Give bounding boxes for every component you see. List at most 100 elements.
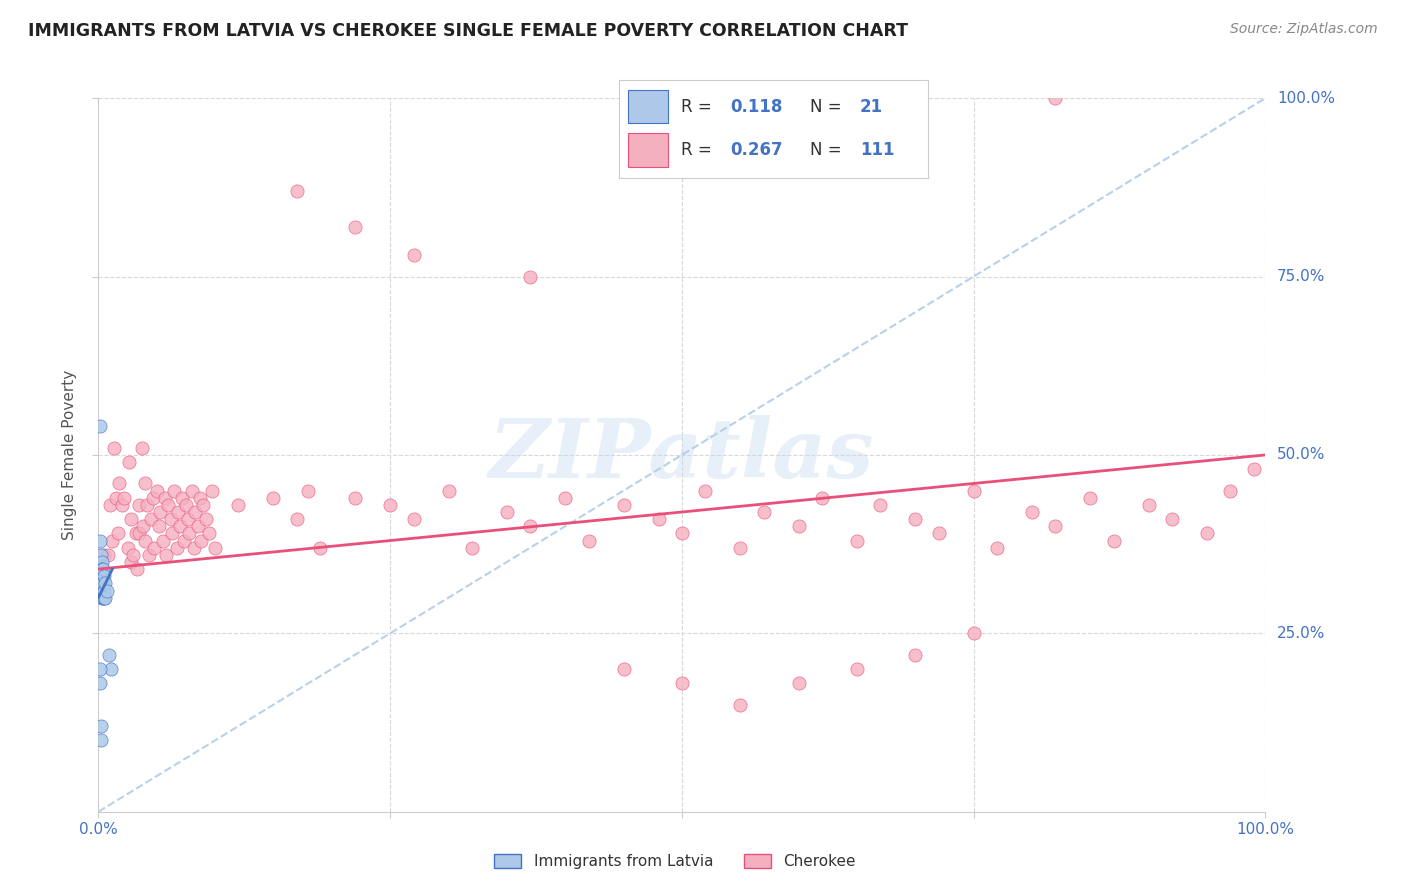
- Point: [962, 483, 984, 498]
- Point: [228, 498, 250, 512]
- Point: [519, 519, 541, 533]
- Text: 75.0%: 75.0%: [1277, 269, 1326, 284]
- Point: [91, 591, 114, 605]
- Point: [285, 512, 308, 526]
- Point: [1080, 491, 1102, 505]
- Point: [173, 533, 195, 548]
- Point: [101, 533, 124, 548]
- Point: [136, 498, 159, 512]
- Point: [90, 555, 112, 569]
- Point: [89, 419, 111, 434]
- Point: [98, 498, 121, 512]
- Point: [166, 505, 188, 519]
- Point: [93, 569, 115, 583]
- Point: [928, 526, 950, 541]
- Point: [148, 519, 170, 533]
- Point: [157, 498, 180, 512]
- Point: [89, 533, 111, 548]
- Text: 111: 111: [860, 141, 894, 159]
- Point: [146, 483, 169, 498]
- Point: [103, 441, 125, 455]
- Point: [90, 576, 112, 591]
- Point: [90, 733, 112, 747]
- Text: N =: N =: [810, 98, 848, 116]
- Text: 0.267: 0.267: [730, 141, 783, 159]
- Point: [122, 548, 145, 562]
- Point: [97, 648, 120, 662]
- Point: [811, 491, 834, 505]
- Text: ZIPatlas: ZIPatlas: [489, 415, 875, 495]
- Point: [578, 533, 600, 548]
- Point: [194, 512, 217, 526]
- Point: [495, 505, 517, 519]
- Point: [671, 676, 693, 690]
- Text: IMMIGRANTS FROM LATVIA VS CHEROKEE SINGLE FEMALE POVERTY CORRELATION CHART: IMMIGRANTS FROM LATVIA VS CHEROKEE SINGL…: [28, 22, 908, 40]
- Point: [131, 441, 153, 455]
- Point: [166, 541, 188, 555]
- Point: [904, 648, 927, 662]
- Point: [96, 583, 118, 598]
- Point: [904, 512, 927, 526]
- Point: [104, 491, 127, 505]
- Point: [149, 505, 172, 519]
- Point: [90, 576, 112, 591]
- Point: [169, 519, 191, 533]
- Point: [112, 491, 135, 505]
- Point: [111, 498, 134, 512]
- Point: [730, 541, 752, 555]
- Point: [117, 541, 139, 555]
- Point: [1021, 505, 1043, 519]
- Point: [134, 476, 156, 491]
- Point: [125, 562, 148, 576]
- Point: [461, 541, 484, 555]
- Point: [125, 526, 148, 541]
- Point: [671, 526, 693, 541]
- Point: [179, 526, 201, 541]
- Point: [100, 662, 122, 676]
- Point: [184, 505, 207, 519]
- Point: [120, 555, 142, 569]
- Point: [198, 526, 221, 541]
- Point: [188, 491, 211, 505]
- Point: [90, 591, 112, 605]
- Point: [177, 512, 200, 526]
- Point: [89, 676, 111, 690]
- Bar: [628, 133, 668, 167]
- Point: [402, 248, 425, 262]
- Point: [128, 498, 150, 512]
- Point: [285, 184, 308, 198]
- Point: [519, 269, 541, 284]
- Point: [869, 498, 891, 512]
- Point: [180, 483, 202, 498]
- Text: R =: R =: [681, 98, 717, 116]
- Point: [262, 491, 284, 505]
- Text: 25.0%: 25.0%: [1277, 626, 1326, 640]
- Point: [612, 498, 634, 512]
- Point: [108, 476, 131, 491]
- Point: [190, 533, 212, 548]
- Point: [143, 541, 166, 555]
- Point: [93, 591, 115, 605]
- Point: [93, 583, 115, 598]
- Point: [142, 491, 165, 505]
- Point: [378, 498, 402, 512]
- Point: [344, 219, 367, 234]
- Point: [1161, 512, 1184, 526]
- Text: 50.0%: 50.0%: [1277, 448, 1326, 462]
- Point: [91, 562, 114, 576]
- Point: [1137, 498, 1160, 512]
- Point: [787, 676, 810, 690]
- Point: [174, 498, 197, 512]
- Point: [187, 519, 209, 533]
- Point: [159, 512, 181, 526]
- Y-axis label: Single Female Poverty: Single Female Poverty: [62, 370, 77, 540]
- Point: [647, 512, 669, 526]
- Point: [94, 576, 117, 591]
- Point: [172, 491, 194, 505]
- Point: [90, 583, 112, 598]
- Point: [138, 548, 160, 562]
- Point: [155, 548, 177, 562]
- Text: 0.118: 0.118: [730, 98, 782, 116]
- Point: [134, 533, 156, 548]
- Point: [402, 512, 425, 526]
